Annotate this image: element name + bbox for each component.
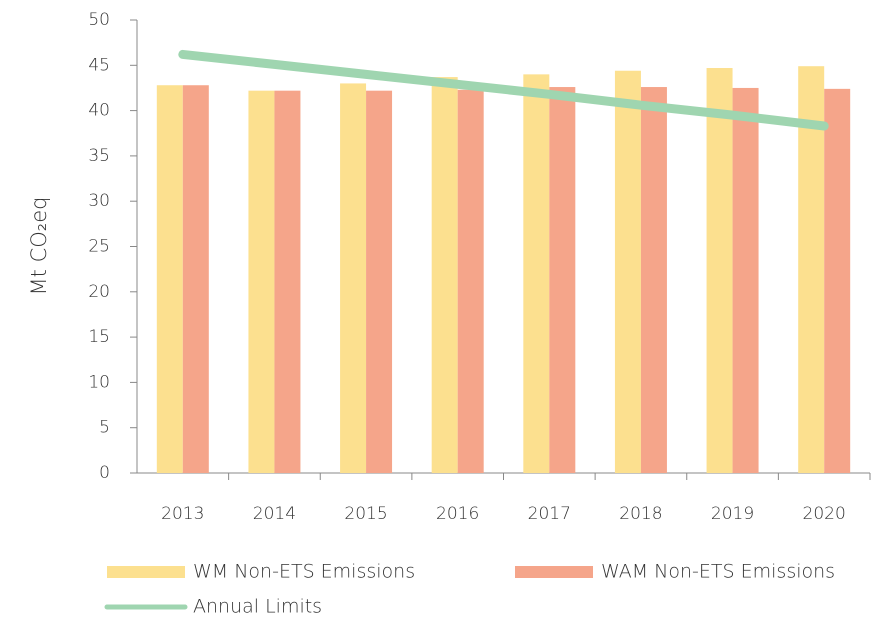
- y-tick-label: 15: [88, 327, 110, 347]
- y-tick-label: 50: [88, 10, 110, 30]
- y-axis-label: Mt CO₂eq: [27, 197, 51, 296]
- y-tick-label: 40: [88, 101, 110, 121]
- legend-swatch: [515, 566, 593, 578]
- legend-swatch: [107, 566, 185, 578]
- bar: [640, 87, 667, 473]
- bar: [614, 70, 641, 474]
- legend-label: WM Non-ETS Emissions: [193, 561, 415, 583]
- legend-label: Annual Limits: [193, 596, 322, 618]
- bar: [274, 90, 301, 473]
- y-tick-label: 5: [99, 418, 110, 438]
- bar: [798, 66, 825, 474]
- bar: [340, 83, 367, 474]
- x-tick-label: 2016: [436, 504, 479, 524]
- y-tick-label: 20: [88, 282, 110, 302]
- bar: [549, 87, 576, 473]
- bar: [732, 87, 759, 473]
- y-tick-label: 35: [88, 146, 110, 166]
- bar: [156, 85, 183, 474]
- bar: [248, 90, 275, 473]
- bar: [706, 68, 733, 473]
- bar: [824, 88, 851, 473]
- bar: [182, 85, 209, 474]
- y-tick-label: 30: [88, 191, 110, 211]
- y-tick-label: 25: [88, 237, 110, 257]
- x-tick-label: 2014: [253, 504, 296, 524]
- x-tick-label: 2020: [803, 504, 846, 524]
- x-tick-label: 2018: [619, 504, 662, 524]
- y-tick-label: 10: [88, 372, 110, 392]
- x-tick-label: 2015: [344, 504, 387, 524]
- y-tick-label: 45: [88, 55, 110, 75]
- x-tick-label: 2017: [528, 504, 571, 524]
- x-tick-label: 2019: [711, 504, 754, 524]
- legend-label: WAM Non-ETS Emissions: [601, 561, 835, 583]
- y-tick-label: 0: [99, 463, 110, 483]
- line: [178, 49, 829, 131]
- bar: [431, 77, 458, 473]
- x-tick-label: 2013: [161, 504, 204, 524]
- bar: [523, 74, 550, 474]
- bar: [366, 90, 393, 473]
- bar: [457, 89, 484, 474]
